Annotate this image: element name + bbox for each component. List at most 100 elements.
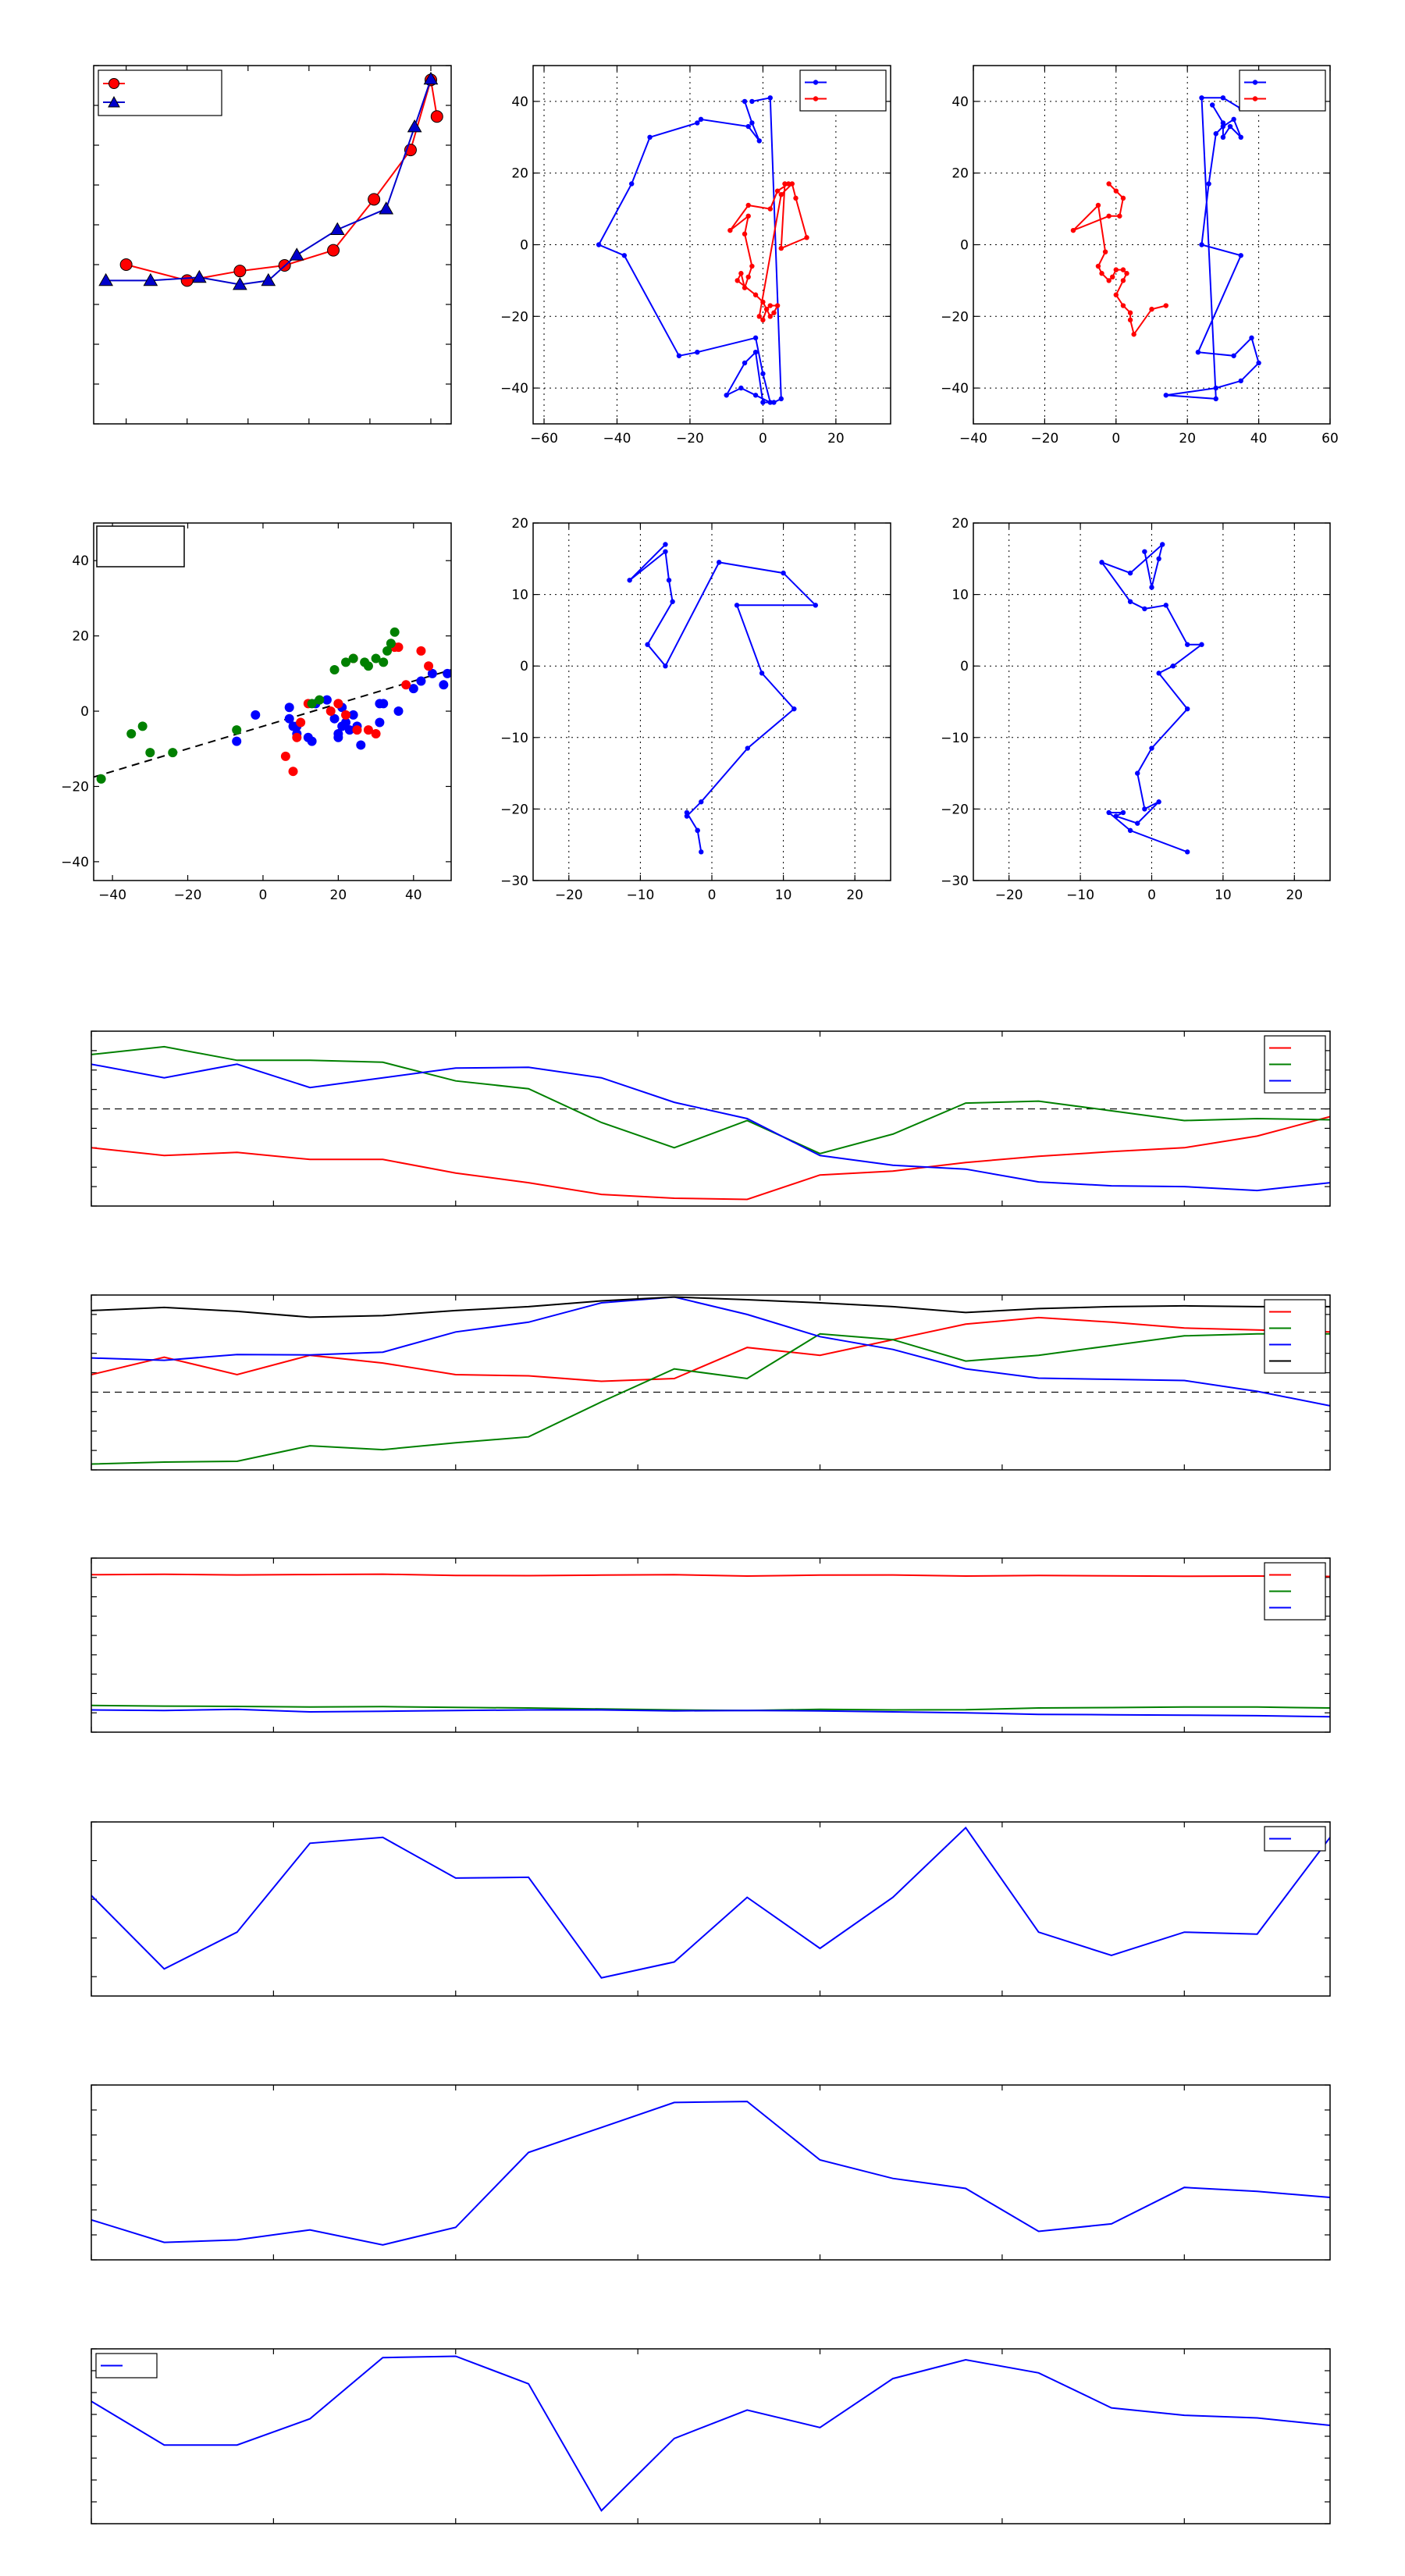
h1-ytick-label: −20 bbox=[500, 309, 528, 325]
walen-series-0-point bbox=[416, 676, 426, 686]
h2-series-b-point bbox=[1163, 393, 1168, 398]
h1-legend-box bbox=[799, 69, 887, 112]
h2-series-v-point bbox=[1120, 303, 1126, 308]
h1-series-v-point bbox=[767, 303, 773, 308]
h2-series-v-point bbox=[1127, 317, 1133, 323]
h2-series-v-point bbox=[1149, 306, 1154, 312]
h2-series-v-point bbox=[1120, 278, 1126, 283]
np-chart bbox=[91, 2084, 1331, 2261]
h1-series-b-point bbox=[698, 116, 704, 123]
h2-series-b-point bbox=[1220, 95, 1226, 101]
walen-series-0-point bbox=[427, 668, 437, 678]
tp-series-1sthalfpath-point bbox=[430, 110, 443, 123]
h4-ytick-label: −20 bbox=[941, 802, 969, 817]
h3-series-0-point bbox=[663, 664, 668, 669]
vsw-series-vn-line bbox=[91, 1708, 1330, 1718]
h2-xtick-label: 0 bbox=[1112, 431, 1120, 447]
walen-ytick-label: 20 bbox=[72, 629, 89, 645]
mag_fr-series-b-line bbox=[91, 1296, 1330, 1318]
h4-ytick-label: −10 bbox=[941, 731, 969, 746]
h1-series-b-point bbox=[767, 95, 773, 101]
h2-series-v-point bbox=[1070, 227, 1076, 233]
h4-series-0-point bbox=[1149, 745, 1154, 751]
h2-series-v-point bbox=[1117, 213, 1122, 219]
walen-series-0-point bbox=[443, 668, 451, 678]
walen-series-0-point bbox=[307, 736, 317, 746]
h2-series-v-point bbox=[1106, 181, 1112, 187]
h1-series-b-point bbox=[742, 360, 748, 366]
tp-series-1sthalfpath-point bbox=[180, 274, 194, 287]
h3-xtick-label: 0 bbox=[708, 888, 717, 903]
h3-xtick-label: 10 bbox=[775, 888, 792, 903]
walen-series-2-point bbox=[168, 748, 178, 758]
beta-series-0-line bbox=[91, 1826, 1330, 1979]
h1-chart: −60 −40 −20 0 20 −40 −20 0 20 40 bbox=[500, 65, 891, 447]
h1-series-b-point bbox=[621, 253, 628, 258]
h1-series-v-point bbox=[774, 303, 781, 308]
tp-series-1sthalfpath-point bbox=[233, 265, 247, 278]
mag_rtn-legend bbox=[1264, 1035, 1326, 1094]
h2-series-b-point bbox=[1256, 360, 1261, 366]
h1-data bbox=[596, 95, 809, 405]
walen-series-0-point bbox=[344, 725, 354, 735]
walen-ytick-label: 40 bbox=[72, 553, 89, 569]
h4-series-0-point bbox=[1185, 642, 1190, 647]
mag_fr-frame bbox=[91, 1294, 1331, 1471]
walen-series-2-point bbox=[96, 774, 106, 784]
walen-textbox bbox=[96, 525, 185, 568]
h2-series-v-point bbox=[1131, 332, 1136, 337]
h2-legend bbox=[1239, 69, 1326, 112]
h3-data bbox=[627, 542, 819, 855]
mag_fr-legend bbox=[1264, 1299, 1326, 1374]
h2-series-b-point bbox=[1249, 335, 1254, 341]
h2-series-v-point bbox=[1110, 274, 1115, 280]
h1-ytick-label: 0 bbox=[520, 238, 528, 254]
h1-series-v-point bbox=[785, 181, 791, 187]
h2-series-b-point bbox=[1213, 396, 1218, 402]
h2-series-v-point bbox=[1106, 213, 1112, 219]
tp-series-2ndhalfpath-point bbox=[191, 269, 207, 283]
h3-series-0-point bbox=[695, 827, 700, 834]
walen-series-0-point bbox=[356, 740, 366, 750]
walen-data bbox=[94, 627, 451, 784]
h1-series-v-point bbox=[778, 245, 784, 251]
h1-series-b-point bbox=[647, 134, 653, 140]
tp-series-2ndhalfpath-point bbox=[143, 272, 158, 286]
h1-xtick-label: 0 bbox=[759, 431, 767, 447]
h2-series-b-point bbox=[1231, 353, 1236, 358]
h1-series-b-point bbox=[771, 400, 777, 405]
h4-series-0-point bbox=[1199, 642, 1204, 647]
walen-series-1-point bbox=[393, 642, 404, 653]
h3-series-0-point bbox=[670, 599, 675, 604]
mag_fr-data bbox=[91, 1296, 1330, 1465]
vsw-chart bbox=[91, 1557, 1331, 1733]
h4-series-0-point bbox=[1106, 809, 1112, 816]
h1-series-v-line bbox=[729, 182, 808, 322]
mag_rtn-series-bt-line bbox=[91, 1045, 1330, 1155]
h1-series-v-point bbox=[774, 188, 781, 194]
h1-series-b-point bbox=[749, 98, 755, 105]
h1-legend bbox=[799, 69, 887, 112]
h1-series-v-point bbox=[793, 195, 799, 201]
walen-fit-line bbox=[94, 669, 451, 778]
h1-series-b-point bbox=[760, 371, 766, 376]
h2-series-v-point bbox=[1113, 292, 1119, 297]
h4-xtick-label: −20 bbox=[995, 888, 1023, 903]
np-series-0-line bbox=[91, 2101, 1330, 2246]
vsw-series-vt-line bbox=[91, 1704, 1330, 1712]
h2-series-b-point bbox=[1227, 123, 1233, 130]
h1-series-v-point bbox=[771, 310, 777, 315]
h2-legend-marker bbox=[1252, 80, 1258, 85]
tp-series-2ndhalfpath-line bbox=[105, 78, 432, 286]
tp-series-2ndhalfpath-point bbox=[98, 272, 113, 286]
h2-series-v-point bbox=[1095, 202, 1101, 208]
walen-series-1-point bbox=[401, 680, 411, 690]
h4-series-0-point bbox=[1127, 827, 1133, 834]
vsw-series-vr-line bbox=[91, 1573, 1330, 1578]
h1-series-b-point bbox=[752, 393, 759, 398]
walen-series-2-point bbox=[307, 699, 317, 709]
beta-chart bbox=[91, 1821, 1331, 1997]
h2-ytick-label: 40 bbox=[951, 94, 969, 110]
walen-ytick-label: 0 bbox=[80, 704, 89, 720]
walen-series-1-point bbox=[424, 661, 434, 671]
